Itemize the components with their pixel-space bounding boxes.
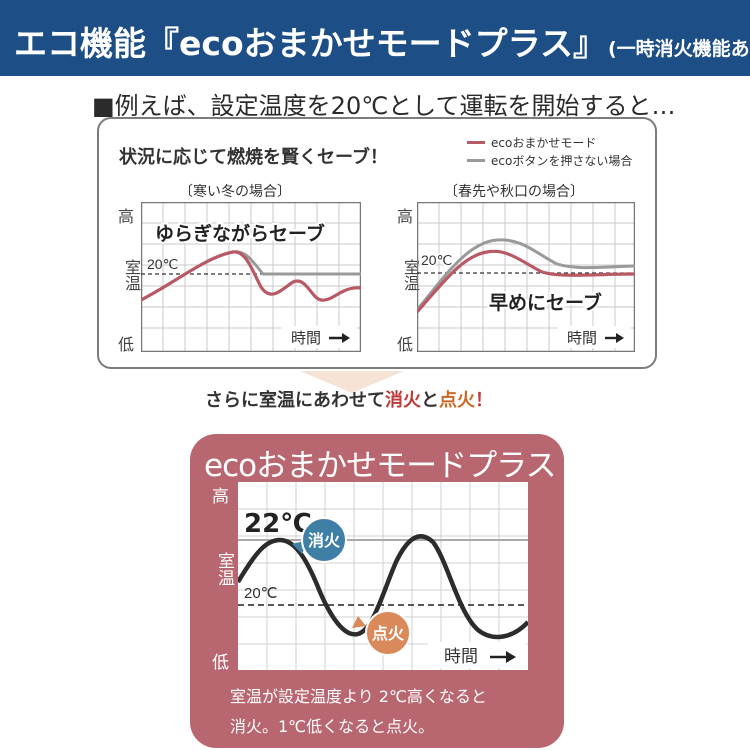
spring-time-label: 時間 — [567, 329, 597, 347]
winter-time-arrowhead-icon — [342, 333, 350, 343]
eco-axis-room: 室温 — [214, 552, 234, 586]
spring-chart: 20℃ 早めにセーブ 時間 — [417, 202, 635, 352]
spring-axis-low: 低 — [397, 335, 414, 354]
eco-time-label: 時間 — [444, 647, 478, 667]
winter-axis-high: 高 — [118, 207, 135, 226]
comparison-panel: 状況に応じて燃焼を賢くセーブ！ ecoおまかせモード ecoボタンを押さない場合… — [97, 117, 657, 369]
spring-time-arrowhead-icon — [616, 333, 624, 343]
eco-description: 室温が設定温度より 2℃高くなると 消火。1℃低くなると点火。 — [230, 682, 487, 742]
eco-plus-chart: 22℃ 20℃ 時間 消火 点火 — [238, 482, 528, 670]
intro-text: ■例えば、設定温度を20℃として運転を開始すると… — [92, 92, 676, 120]
eco-temperature-curve — [238, 534, 528, 640]
winter-temp-label: 20℃ — [147, 256, 178, 272]
winter-eco-line — [141, 250, 361, 302]
eco-time-arrowhead-icon — [506, 651, 516, 663]
winter-time-axis: 時間 — [281, 326, 357, 348]
winter-annotation: ゆらぎながらセーブ — [155, 222, 325, 245]
header-banner: エコ機能『ecoおまかせモードプラス』(一時消火機能あり) — [0, 0, 750, 76]
header-subtitle: (一時消火機能あり) — [607, 38, 750, 60]
winter-chart: 20℃ ゆらぎながらセーブ 時間 — [141, 202, 361, 352]
spring-temp-label: 20℃ — [421, 252, 452, 268]
legend-item-normal: ecoボタンを押さない場合 — [467, 151, 632, 169]
eco-axis-high: 高 — [212, 487, 229, 507]
eco-axis-low: 低 — [212, 653, 229, 673]
winter-frame — [141, 202, 361, 352]
spring-time-axis: 時間 — [557, 326, 631, 348]
winter-grid — [141, 202, 361, 352]
eco-time-axis: 時間 — [428, 642, 526, 668]
on-badge-pointer-icon — [352, 616, 366, 628]
middle-on-word: 点火 — [439, 390, 475, 411]
legend: ecoおまかせモード ecoボタンを押さない場合 — [467, 133, 632, 169]
legend-label-eco: ecoおまかせモード — [491, 135, 597, 150]
legend-item-eco: ecoおまかせモード — [467, 133, 632, 151]
spring-case-title: 〔春先や秋口の場合〕 — [444, 184, 584, 200]
spring-frame — [417, 202, 635, 352]
winter-case-title: 〔寒い冬の場合〕 — [179, 184, 291, 200]
on-badge: 点火 — [352, 610, 411, 656]
off-badge: 消火 — [292, 517, 347, 563]
spring-axis-room: 室温 — [401, 259, 420, 291]
winter-time-label: 時間 — [291, 329, 321, 347]
panel-title: 状況に応じて燃焼を賢くセーブ！ — [119, 147, 388, 168]
middle-prefix: さらに室温にあわせて — [205, 390, 385, 411]
middle-caption: さらに室温にあわせて消火と点火！ — [205, 386, 493, 412]
off-badge-label: 消火 — [308, 531, 341, 550]
spring-grid — [417, 202, 635, 352]
spring-axis-high: 高 — [397, 207, 414, 226]
header-title-text: エコ機能『ecoおまかせモードプラス』 — [14, 24, 606, 63]
spring-eco-line — [417, 249, 635, 314]
winter-axis-low: 低 — [118, 335, 135, 354]
middle-joiner: と — [421, 390, 439, 411]
eco-lower-temp-label: 20℃ — [244, 585, 278, 602]
spring-normal-line — [417, 238, 635, 311]
down-arrow-icon — [300, 371, 404, 393]
legend-swatch-normal — [467, 158, 485, 162]
middle-suffix: ！ — [475, 390, 493, 411]
eco-description-line2: 消火。1℃低くなると点火。 — [230, 717, 435, 736]
winter-axis-room: 室温 — [122, 259, 141, 291]
middle-off-word: 消火 — [385, 390, 421, 411]
eco-plus-box: ecoおまかせモードプラス 高 室温 低 22℃ 20℃ 時間 消 — [190, 434, 564, 748]
eco-upper-temp-label: 22℃ — [244, 509, 312, 539]
eco-description-line1: 室温が設定温度より 2℃高くなると — [230, 687, 487, 706]
header-title: エコ機能『ecoおまかせモードプラス』(一時消火機能あり) — [14, 17, 750, 65]
eco-plus-title: ecoおまかせモードプラス — [204, 448, 556, 484]
legend-label-normal: ecoボタンを押さない場合 — [491, 153, 633, 168]
legend-swatch-eco — [467, 140, 485, 144]
spring-annotation: 早めにセーブ — [489, 291, 602, 314]
on-badge-label: 点火 — [372, 624, 405, 643]
